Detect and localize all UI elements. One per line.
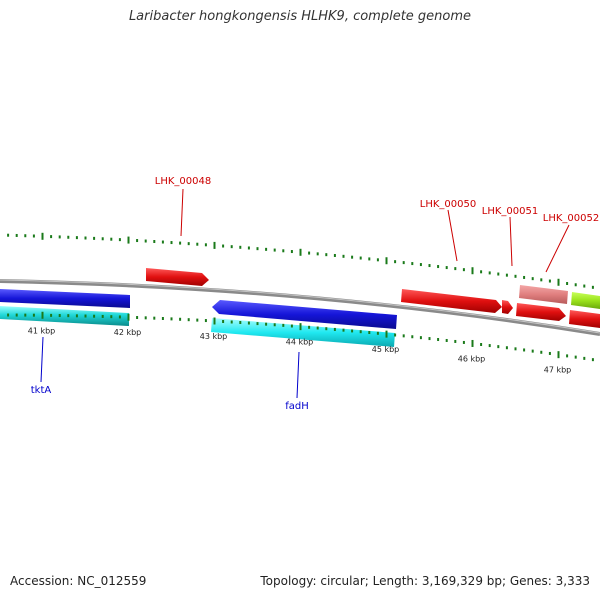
accession-text: Accession: NC_012559 (10, 574, 147, 588)
label-lhk-00050[interactable]: LHK_00050 (420, 199, 476, 210)
scale-label: 47 kbp (544, 366, 572, 375)
cds-tkta[interactable] (0, 306, 129, 326)
scale-label: 45 kbp (372, 345, 400, 354)
scale-label: 46 kbp (458, 354, 486, 363)
leader-lhk-00051 (509, 216, 513, 267)
cds-lhk-00048[interactable] (146, 268, 209, 286)
label-lhk-00051[interactable]: LHK_00051 (482, 206, 538, 217)
genome-backbone (0, 279, 600, 336)
scale-label: 43 kbp (200, 332, 228, 341)
cds-blue-left[interactable] (0, 289, 130, 308)
label-tkta[interactable]: tktA (31, 385, 52, 396)
cds-fadh[interactable] (211, 318, 395, 347)
cds-lhk-00050[interactable] (401, 289, 502, 313)
cds-lhk-00051-lower[interactable] (516, 303, 566, 321)
label-lhk-00048[interactable]: LHK_00048 (155, 176, 211, 187)
scale-label: 44 kbp (286, 338, 314, 347)
leader-tkta (40, 336, 44, 383)
leader-lhk-00052 (545, 224, 570, 273)
cds-lhk-00052[interactable] (571, 292, 600, 309)
scale-label: 42 kbp (114, 328, 142, 337)
cds-lhk-00051[interactable] (519, 285, 568, 304)
label-fadh[interactable]: fadH (285, 401, 309, 412)
tick-ring-outer (7, 232, 594, 289)
genome-summary-text: Topology: circular; Length: 3,169,329 bp… (260, 574, 590, 588)
cds-blue-middle[interactable] (212, 300, 397, 329)
leader-lhk-00048 (180, 188, 184, 237)
cds-lhk-00052-lower[interactable] (569, 310, 600, 328)
label-lhk-00052[interactable]: LHK_00052 (543, 213, 599, 224)
scale-label: 41 kbp (28, 326, 56, 335)
genome-backbone-highlight (0, 279, 600, 334)
leader-lhk-00050 (447, 209, 458, 262)
map-title: Laribacter hongkongensis HLHK9, complete… (128, 9, 472, 24)
cds-small-forward[interactable] (502, 300, 513, 314)
scale-labels: 41 kbp 42 kbp 43 kbp 44 kbp 45 kbp 46 kbp 47 k… (28, 326, 572, 374)
leader-fadh (296, 351, 300, 399)
tick-ring-inner (7, 311, 594, 362)
